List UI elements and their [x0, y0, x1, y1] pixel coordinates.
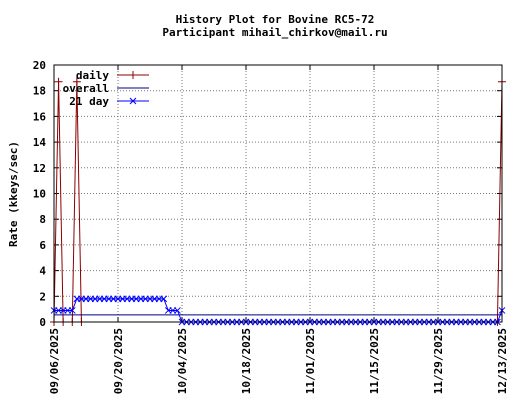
y-tick-label: 10 [33, 188, 46, 201]
x-tick-label: 09/06/2025 [48, 328, 61, 394]
y-tick-label: 20 [33, 59, 46, 72]
series-line [53, 81, 503, 323]
data-point-marker [68, 307, 76, 314]
chart-title: History Plot for Bovine RC5-72 [176, 13, 375, 26]
legend-label: daily [76, 69, 109, 82]
series-line [54, 298, 503, 323]
y-tick-label: 14 [33, 136, 47, 149]
y-axis-ticks: 0 2 4 6 8 10 12 14 16 18 20 [33, 59, 502, 329]
y-tick-label: 12 [33, 162, 46, 175]
chart-subtitle: Participant mihail_chirkov@mail.ru [162, 26, 387, 39]
y-tick-label: 6 [39, 239, 46, 252]
y-tick-label: 8 [39, 213, 46, 226]
series-daily [50, 77, 506, 326]
x-axis-ticks: 09/06/2025 09/20/2025 10/04/2025 10/18/2025… [48, 65, 509, 394]
legend-label: 21 day [69, 95, 109, 108]
y-axis-label: Rate (kkeys/sec) [7, 141, 20, 247]
series-21-day [50, 295, 506, 326]
x-tick-label: 11/01/2025 [304, 328, 317, 394]
data-point-marker [160, 295, 168, 303]
data-point-marker [54, 77, 63, 86]
x-tick-label: 10/18/2025 [240, 328, 253, 394]
data-point-marker [72, 77, 81, 86]
data-point-marker [174, 307, 181, 314]
y-tick-label: 18 [33, 85, 46, 98]
y-tick-label: 4 [39, 265, 46, 278]
grid-lines [54, 65, 502, 322]
y-tick-label: 0 [39, 316, 46, 329]
y-tick-label: 2 [39, 290, 46, 303]
plot-border [53, 64, 503, 323]
x-tick-label: 11/15/2025 [368, 328, 381, 394]
x-tick-label: 12/13/2025 [496, 328, 509, 394]
y-tick-label: 16 [33, 110, 47, 123]
series-group [50, 77, 506, 326]
x-tick-label: 09/20/2025 [112, 328, 125, 394]
x-tick-label: 11/29/2025 [432, 328, 445, 394]
legend-marker [129, 71, 137, 79]
legend-label: overall [63, 82, 109, 95]
x-tick-label: 10/04/2025 [176, 328, 189, 394]
legend-marker [129, 97, 137, 105]
